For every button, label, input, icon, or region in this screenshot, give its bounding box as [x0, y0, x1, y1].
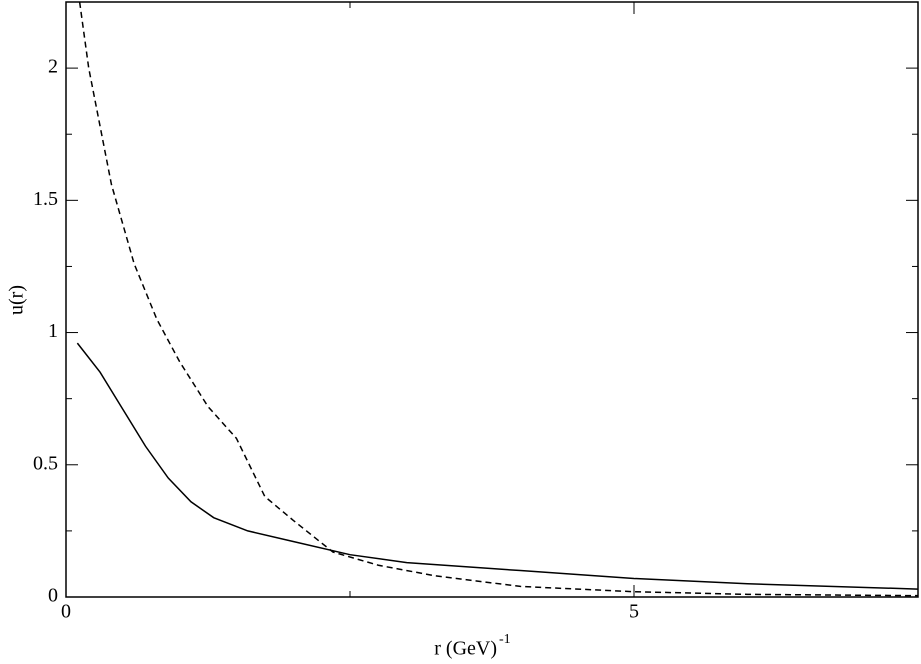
line-series — [78, 1, 919, 597]
x-tick-label: 0 — [61, 601, 71, 623]
line-series — [76, 342, 919, 590]
y-tick-label: 0.5 — [33, 452, 58, 474]
x-axis-label: r (GeV) — [434, 638, 497, 660]
x-axis-label-sup: -1 — [499, 632, 511, 647]
y-tick-label: 1 — [48, 320, 58, 342]
y-axis-label: u(r) — [6, 285, 28, 315]
plot-frame — [65, 1, 919, 598]
y-tick-label: 1.5 — [33, 188, 58, 210]
y-tick-label: 0 — [48, 585, 58, 607]
y-tick-label: 2 — [48, 56, 58, 78]
x-tick-label: 5 — [629, 601, 639, 623]
